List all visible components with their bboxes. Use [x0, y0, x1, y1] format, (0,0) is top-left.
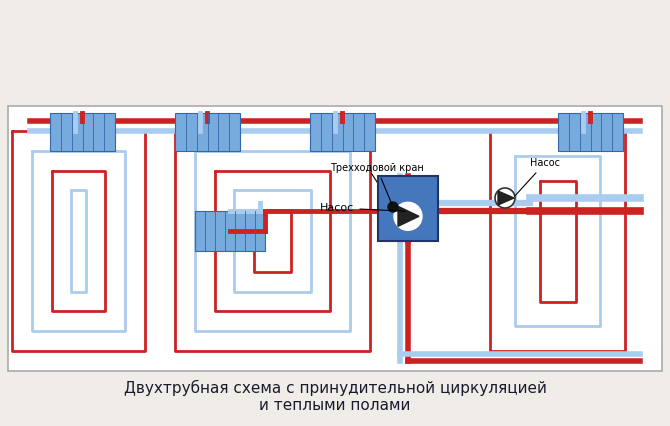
Text: и теплыми полами: и теплыми полами — [259, 398, 411, 414]
Text: Насос: Насос — [320, 203, 405, 213]
Bar — [195, 211, 265, 251]
Bar — [378, 176, 438, 241]
Bar — [310, 113, 375, 151]
Polygon shape — [398, 206, 419, 226]
Bar — [175, 113, 240, 151]
Circle shape — [495, 188, 515, 208]
Bar — [8, 106, 662, 371]
Bar — [558, 113, 623, 151]
Polygon shape — [498, 191, 514, 205]
Text: Двухтрубная схема с принудительной циркуляцией: Двухтрубная схема с принудительной цирку… — [123, 380, 547, 396]
Circle shape — [394, 202, 422, 230]
Text: Насос: Насос — [515, 158, 560, 196]
Bar — [50, 113, 115, 151]
Text: Трехходовой кран: Трехходовой кран — [330, 163, 423, 204]
Circle shape — [388, 202, 398, 212]
